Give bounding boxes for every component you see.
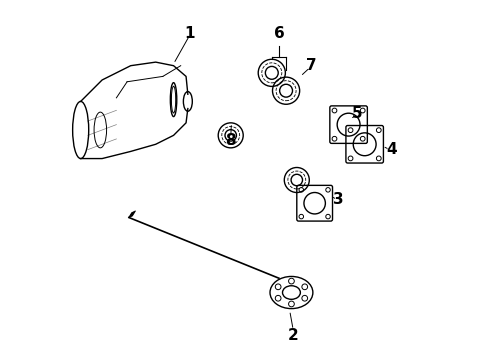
Text: 7: 7 bbox=[306, 58, 317, 73]
Text: 5: 5 bbox=[352, 107, 363, 121]
Text: 3: 3 bbox=[333, 192, 344, 207]
Text: 8: 8 bbox=[225, 133, 236, 148]
Text: 2: 2 bbox=[288, 328, 298, 343]
Text: 4: 4 bbox=[386, 142, 397, 157]
Text: 1: 1 bbox=[184, 26, 195, 41]
Text: 6: 6 bbox=[273, 26, 284, 41]
